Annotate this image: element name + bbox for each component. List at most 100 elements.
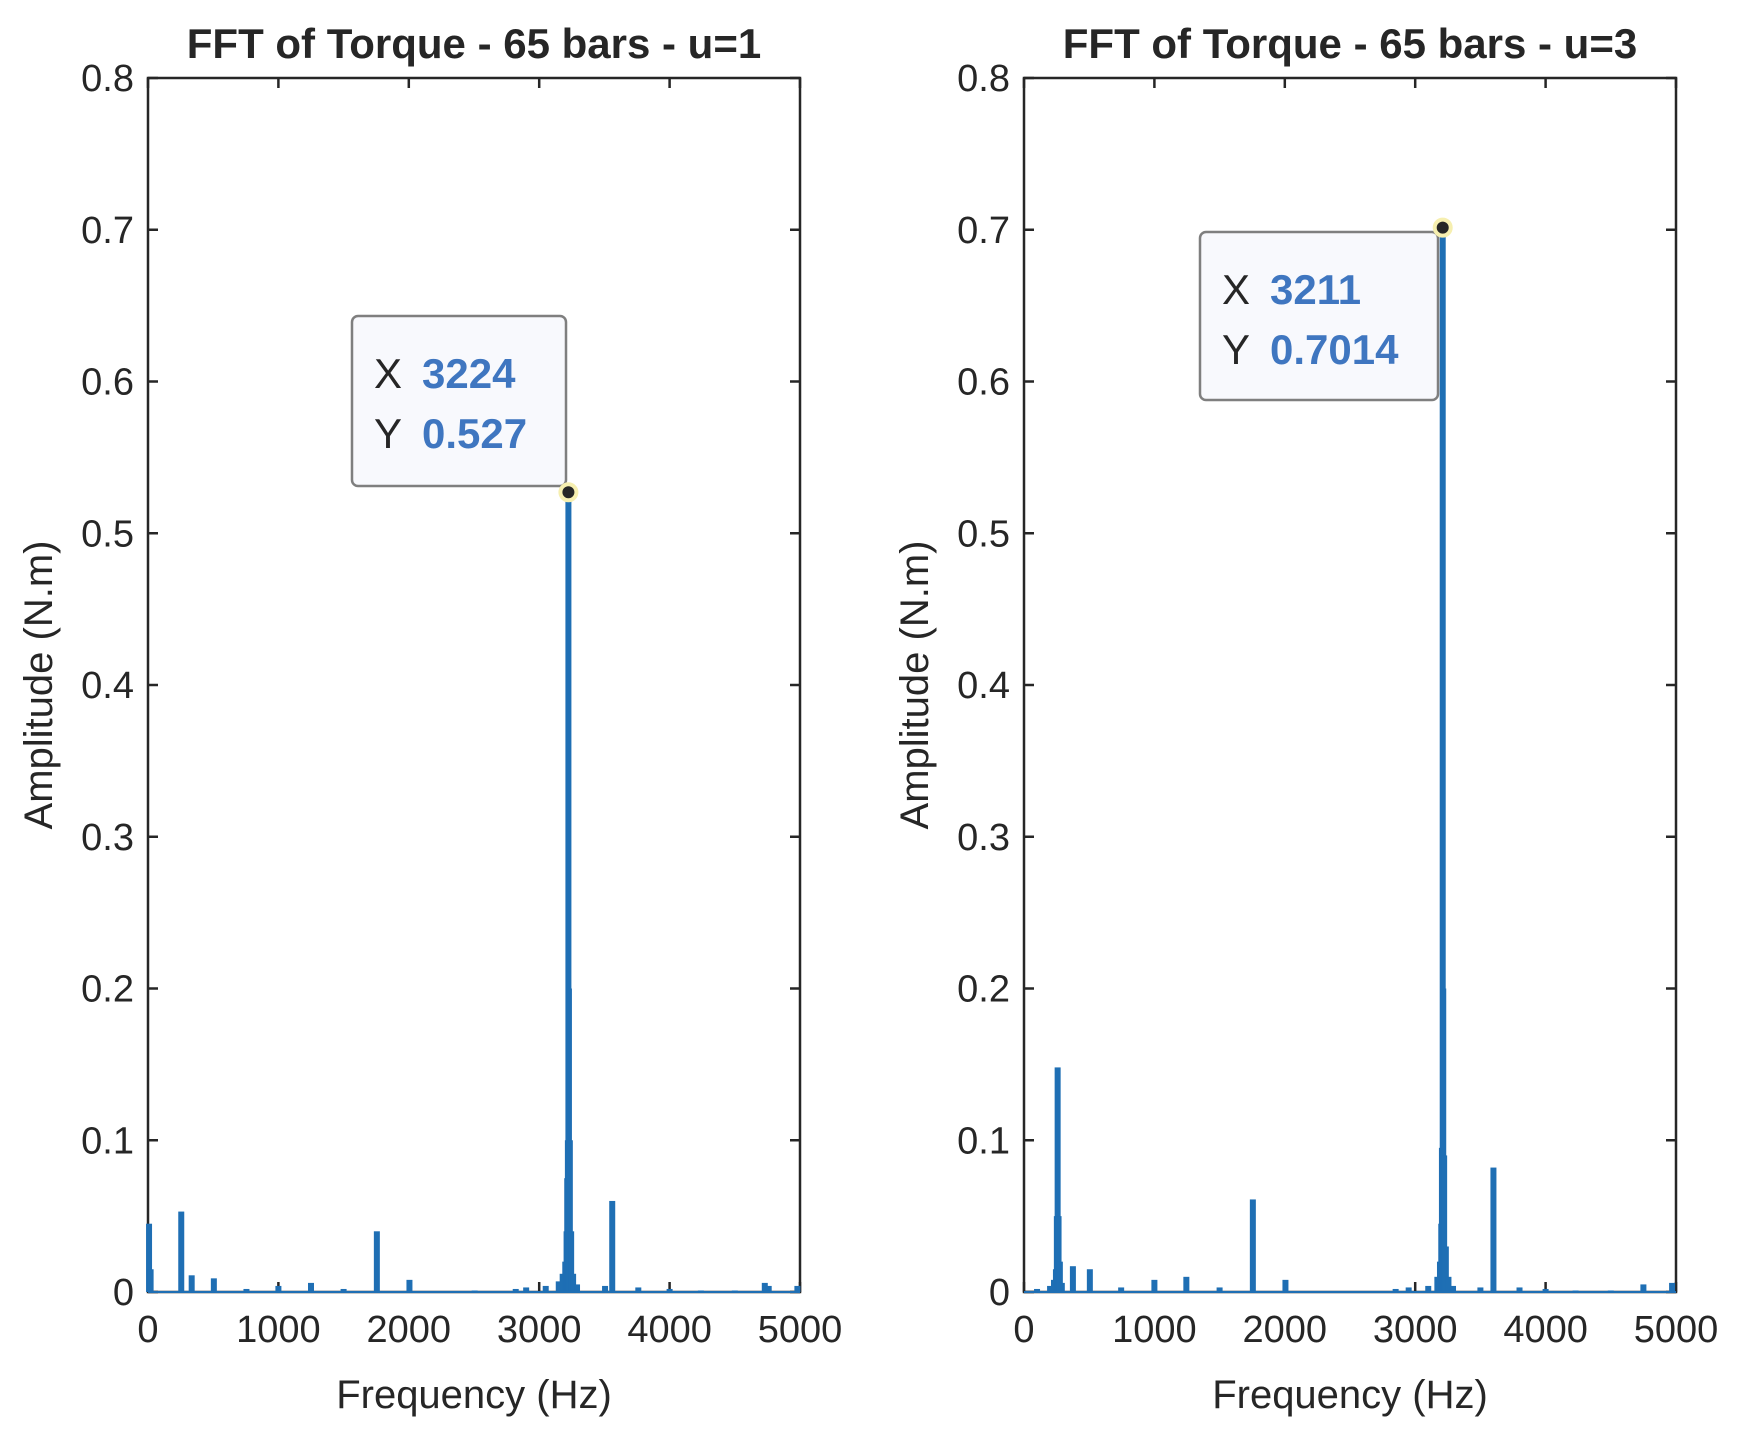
datatip-box [350,314,568,488]
x-axis-label: Frequency (Hz) [1212,1373,1488,1417]
datatip[interactable]: X 3211 Y 0.7014 [1198,217,1453,402]
x-tick-label: 2000 [367,1309,452,1351]
bar [1054,1067,1061,1292]
plot-area [146,76,802,1294]
y-tick-label: 0.4 [81,665,134,707]
bar [340,1288,347,1292]
x-tick-label: 2000 [1243,1309,1328,1351]
bar [373,1231,380,1292]
bar [1439,227,1446,1293]
x-tick-label: 4000 [627,1309,712,1351]
bar [1047,1285,1054,1292]
bar [1034,1288,1041,1292]
bar [188,1275,195,1292]
y-axis-label: Amplitude (N.m) [17,541,61,830]
chart-title: FFT of Torque - 65 bars - u=3 [1063,20,1637,67]
y-axis-label: Amplitude (N.m) [893,541,937,830]
y-tick-label: 0.3 [957,817,1010,859]
y-tick-label: 0.6 [81,362,134,404]
y-tick-label: 0.8 [81,58,134,100]
bar [1490,1167,1497,1292]
datatip-x-label: X [1222,266,1250,313]
x-tick-label: 3000 [1373,1309,1458,1351]
bar [1441,1155,1448,1292]
x-tick-label: 1000 [236,1309,321,1351]
bar [794,1285,801,1292]
bar [1640,1284,1647,1292]
bar [1477,1287,1484,1292]
bar [761,1282,768,1292]
bar [1056,1261,1063,1292]
bar [523,1287,530,1292]
bar [1183,1276,1190,1292]
x-tick-label: 3000 [497,1309,582,1351]
bar [146,1223,153,1292]
bar [178,1211,185,1292]
datatip-y-value: 0.7014 [1270,326,1399,373]
datatip-marker[interactable] [558,482,579,503]
x-tick-label: 0 [137,1309,158,1351]
axis-ticks: 0 0.1 0.2 0.3 0.4 0.5 0.6 0.7 0.8 0 1000 2000 3000 40… [81,58,842,1351]
bar [1069,1266,1076,1292]
bar [275,1285,282,1292]
chart-title: FFT of Torque - 65 bars - u=1 [187,20,761,67]
x-tick-label: 0 [1013,1309,1034,1351]
bar [566,1140,573,1292]
bars [1024,227,1676,1293]
y-tick-label: 0 [113,1272,134,1314]
datatip-x-label: X [374,350,402,397]
bar [765,1285,772,1292]
datatip-y-label: Y [1222,326,1250,373]
bar [602,1285,609,1292]
bar [666,1288,673,1292]
bar [406,1279,413,1292]
bar [565,492,572,1293]
y-tick-label: 0.5 [957,513,1010,555]
y-tick-label: 0.2 [957,969,1010,1011]
datatip-y-label: Y [374,410,402,457]
bar [1405,1287,1412,1292]
y-tick-label: 0.8 [957,58,1010,100]
bar [570,1273,577,1292]
bar [1249,1199,1256,1292]
bar [210,1278,217,1292]
datatip[interactable]: X 3224 Y 0.527 [350,314,579,503]
y-tick-label: 0.4 [957,665,1010,707]
datatip-x-value: 3211 [1270,266,1361,313]
bar [308,1282,314,1292]
y-tick-label: 0.7 [957,210,1010,252]
bar [542,1285,549,1292]
y-tick-label: 0.1 [957,1120,1010,1162]
y-tick-label: 0.7 [81,210,134,252]
x-tick-label: 1000 [1112,1309,1197,1351]
bar [609,1200,616,1292]
y-tick-label: 0.3 [81,817,134,859]
bar [1542,1288,1549,1292]
y-tick-label: 0.2 [81,969,134,1011]
y-tick-label: 0.6 [957,362,1010,404]
bar [568,1231,575,1292]
fft-plot-u1: FFT of Torque - 65 bars - u=1 Frequency … [17,20,842,1417]
bar [1669,1282,1676,1292]
bar [1058,1282,1065,1292]
bar [1442,1246,1449,1292]
x-tick-label: 5000 [1634,1309,1719,1351]
y-tick-label: 0.5 [81,513,134,555]
y-tick-label: 0 [989,1272,1010,1314]
datatip-box [1198,230,1440,402]
x-tick-label: 5000 [758,1309,843,1351]
x-tick-label: 4000 [1503,1309,1588,1351]
bar [1425,1285,1432,1292]
bar [1216,1287,1223,1292]
bar [555,1281,562,1292]
datatip-marker[interactable] [1432,217,1453,238]
bar [1055,1216,1062,1292]
datatip-y-value: 0.527 [422,410,527,457]
bar [1450,1285,1457,1292]
bar [1445,1276,1452,1292]
bar [574,1284,581,1292]
bar [1516,1287,1523,1292]
bar [243,1288,250,1292]
bar [1392,1288,1399,1292]
